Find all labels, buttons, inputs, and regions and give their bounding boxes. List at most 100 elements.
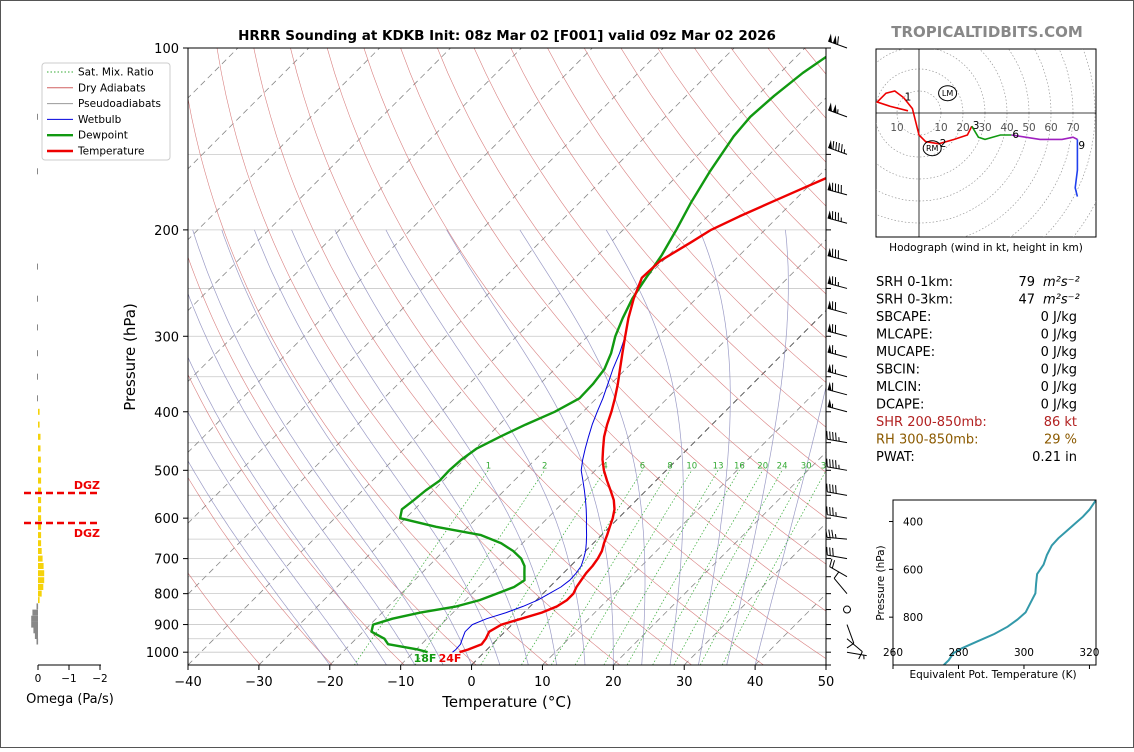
- omega-bar: [37, 374, 38, 380]
- omega-bar: [37, 296, 38, 302]
- theta-e-xlabel: Equivalent Pot. Temperature (K): [909, 669, 1076, 681]
- skewt-xlabel: Temperature (°C): [441, 693, 571, 711]
- index-value: 0 J/kg: [1041, 345, 1077, 360]
- index-label: MUCAPE:: [876, 345, 935, 360]
- y-tick-label: 300: [154, 330, 179, 345]
- omega-bar: [38, 591, 42, 597]
- omega-bar: [31, 616, 38, 622]
- mixing-ratio-label: 24: [777, 461, 788, 471]
- hodograph-title: Hodograph (wind in kt, height in km): [889, 242, 1083, 254]
- index-label: PWAT:: [876, 450, 915, 465]
- index-label: MLCIN:: [876, 380, 921, 395]
- index-value: 0 J/kg: [1041, 310, 1077, 325]
- barb-full: [836, 460, 837, 468]
- omega-bar: [38, 524, 41, 530]
- legend-label: Dry Adiabats: [78, 82, 146, 94]
- dgz-label-top: DGZ: [74, 479, 100, 492]
- omega-bar: [38, 563, 44, 569]
- index-value: 0 J/kg: [1041, 328, 1077, 343]
- hodograph-ring-label: 10: [934, 122, 947, 134]
- omega-bar: [37, 639, 39, 645]
- x-tick-label: 20: [605, 675, 622, 690]
- barb-full: [827, 431, 828, 439]
- index-label: SBCIN:: [876, 363, 920, 378]
- hodograph-ring-label: 50: [1022, 122, 1035, 134]
- dgz-label-bottom: DGZ: [74, 527, 100, 540]
- barb-full: [830, 431, 831, 439]
- theta-e-y-tick-label: 800: [903, 612, 923, 624]
- x-tick-label: −40: [174, 675, 201, 690]
- barb-full: [830, 547, 831, 555]
- y-tick-label: 900: [154, 619, 179, 634]
- omega-bar: [38, 506, 41, 512]
- omega-bar: [38, 515, 41, 521]
- omega-bar: [37, 324, 38, 330]
- omega-bar: [38, 532, 41, 538]
- omega-bar: [38, 445, 41, 451]
- barb-full: [830, 459, 831, 467]
- index-label: SHR 200-850mb:: [876, 415, 987, 430]
- omega-bar: [37, 350, 38, 356]
- mixing-ratio-label: 30: [801, 461, 812, 471]
- y-tick-label: 700: [154, 553, 179, 568]
- y-tick-label: 600: [154, 512, 179, 527]
- legend-label: Temperature: [77, 146, 145, 158]
- theta-e-x-tick-label: 300: [1014, 647, 1034, 659]
- hodograph-height-label: 6: [1012, 129, 1019, 141]
- chart-title: HRRR Sounding at KDKB Init: 08z Mar 02 […: [238, 28, 776, 44]
- index-value: 0 J/kg: [1041, 380, 1077, 395]
- barb-full: [827, 547, 828, 555]
- barb-full: [827, 506, 828, 514]
- x-tick-label: 0: [467, 675, 475, 690]
- barb-full: [833, 485, 834, 493]
- omega-bar: [38, 540, 41, 546]
- skewt-ylabel: Pressure (hPa): [121, 303, 139, 411]
- index-unit: m²s⁻²: [1043, 275, 1080, 290]
- omega-bar: [31, 622, 38, 628]
- barb-full: [836, 485, 837, 493]
- mixing-ratio-label: 20: [757, 461, 768, 471]
- omega-bar: [37, 264, 38, 270]
- omega-bar: [35, 633, 38, 639]
- hodograph-ring-label: 30: [978, 122, 991, 134]
- y-tick-label: 100: [154, 42, 179, 57]
- omega-bar: [37, 114, 38, 120]
- barb-full: [830, 484, 831, 492]
- y-tick-label: 1000: [146, 646, 179, 661]
- x-tick-label: −10: [387, 675, 414, 690]
- hodograph-ring-label: 10: [890, 122, 903, 134]
- x-tick-label: 30: [676, 675, 693, 690]
- omega-tick-label: −2: [92, 673, 107, 685]
- legend-label: Wetbulb: [78, 114, 122, 126]
- omega-bar: [38, 422, 40, 428]
- x-tick-label: −30: [245, 675, 272, 690]
- y-tick-label: 500: [154, 464, 179, 479]
- theta-e-x-tick-label: 320: [1079, 647, 1099, 659]
- index-value: 0 J/kg: [1041, 363, 1077, 378]
- index-value: 0 J/kg: [1041, 398, 1077, 413]
- omega-bar: [38, 497, 41, 503]
- index-unit: m²s⁻²: [1043, 293, 1080, 308]
- legend-label: Sat. Mix. Ratio: [78, 67, 154, 79]
- mixing-ratio-label: 8: [667, 461, 672, 471]
- x-tick-label: 50: [818, 675, 835, 690]
- theta-e-x-tick-label: 280: [948, 647, 968, 659]
- barb-full: [833, 460, 834, 468]
- omega-bar: [38, 478, 41, 484]
- omega-bar: [38, 467, 41, 473]
- legend-label: Dewpoint: [78, 130, 128, 142]
- barb-full: [827, 459, 828, 467]
- surface-dewpoint-label: 18F: [414, 652, 437, 665]
- y-tick-label: 800: [154, 588, 179, 603]
- surface-temperature-label: 24F: [439, 652, 462, 665]
- index-label: MLCAPE:: [876, 328, 933, 343]
- theta-e-x-tick-label: 260: [883, 647, 903, 659]
- omega-bar: [38, 434, 41, 440]
- omega-bar: [38, 548, 42, 554]
- omega-bar: [33, 627, 38, 633]
- storm-motion-label: RM: [926, 144, 939, 153]
- brand-text: TROPICALTIDBITS.COM: [891, 23, 1083, 41]
- omega-bar: [38, 577, 44, 583]
